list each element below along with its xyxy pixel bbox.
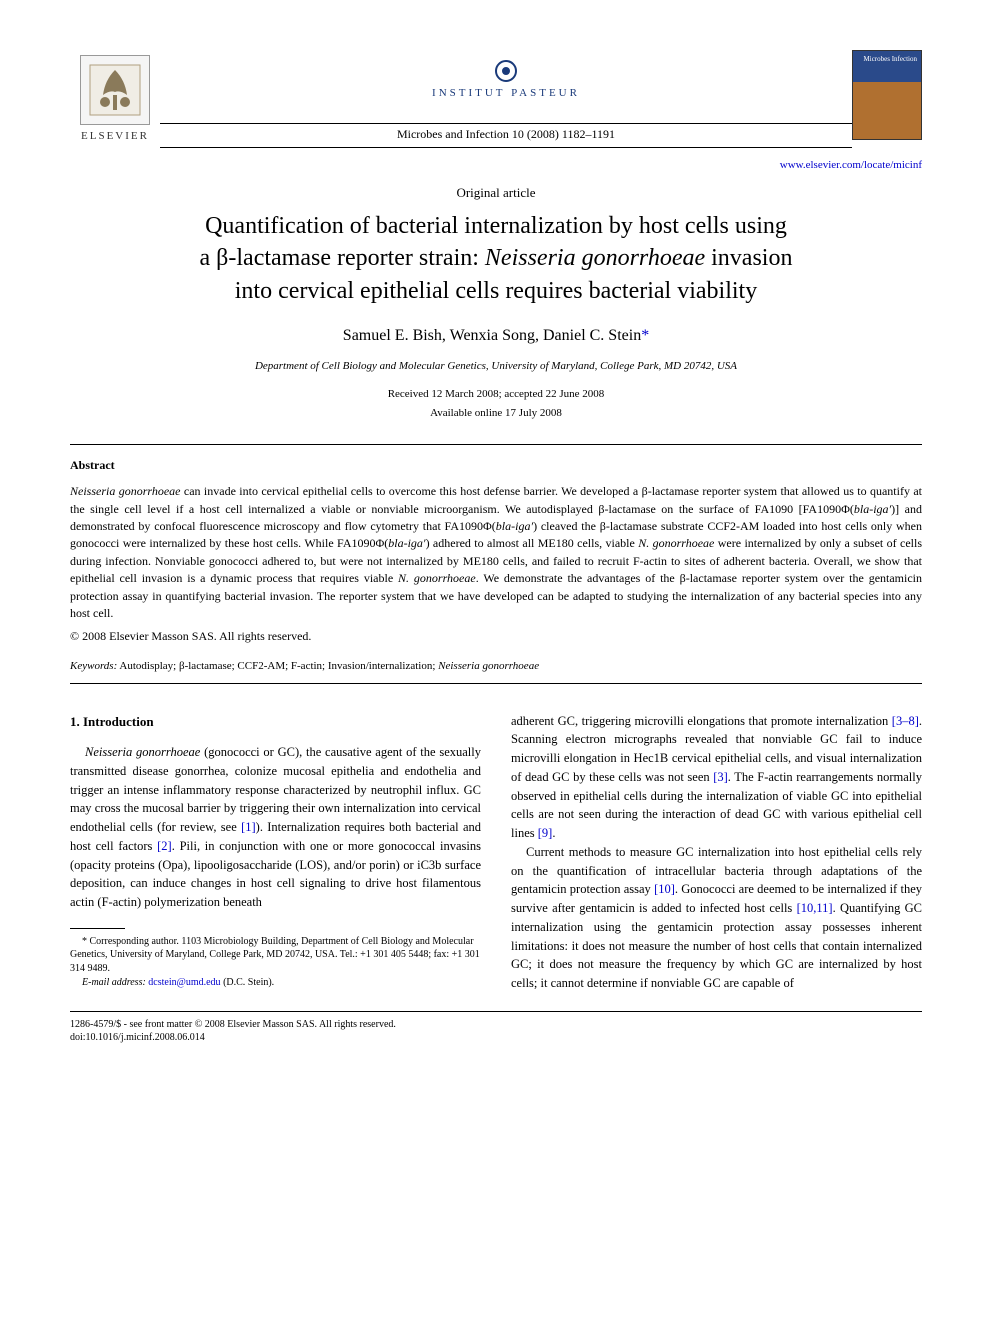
footer-rule [70,1011,922,1012]
pasteur-logo: INSTITUT PASTEUR [432,60,580,101]
journal-citation: Microbes and Infection 10 (2008) 1182–11… [160,126,852,143]
ref-link-10[interactable]: [10] [654,882,675,896]
ref-link-1[interactable]: [1] [241,820,256,834]
footer-line2: doi:10.1016/j.micinf.2008.06.014 [70,1031,922,1044]
ref-link-10-11[interactable]: [10,11] [797,901,833,915]
title-line1: Quantification of bacterial internalizat… [205,213,787,239]
email-suffix: (D.C. Stein). [221,977,275,988]
footnote-rule [70,928,125,929]
keywords-line: Keywords: Autodisplay; β-lactamase; CCF2… [70,659,922,674]
pasteur-label: INSTITUT PASTEUR [432,86,580,101]
footer-block: 1286-4579/$ - see front matter © 2008 El… [70,1018,922,1044]
intro-italic: Neisseria gonorrhoeae [85,745,200,759]
header-rule-bottom [160,147,852,148]
center-header: INSTITUT PASTEUR Microbes and Infection … [160,50,852,150]
journal-url-link[interactable]: www.elsevier.com/locate/micinf [70,158,922,173]
authors-names: Samuel E. Bish, Wenxia Song, Daniel C. S… [343,327,641,344]
keywords-italic: Neisseria gonorrhoeae [438,660,539,672]
elsevier-logo: ELSEVIER [70,50,160,150]
abstract-italic-2: bla-iga′ [854,502,891,516]
abstract-t1: can invade into cervical epithelial cell… [70,484,922,515]
abstract-italic-4: bla-iga′ [388,536,425,550]
corresponding-mark: * [641,327,649,344]
abstract-italic-1: Neisseria gonorrhoeae [70,484,181,498]
email-footnote: E-mail address: dcstein@umd.edu (D.C. St… [70,975,481,990]
pasteur-icon [495,60,517,82]
ref-link-3[interactable]: [3] [713,770,728,784]
date-received: Received 12 March 2008; accepted 22 June… [70,387,922,402]
col2-t1d: . [552,826,555,840]
abstract-italic-6: N. gonorrhoeae [398,571,476,585]
abstract-t4: ) adhered to almost all ME180 cells, via… [426,536,639,550]
keywords-text: Autodisplay; β-lactamase; CCF2-AM; F-act… [117,660,438,672]
col2-paragraph-2: Current methods to measure GC internaliz… [511,843,922,993]
title-line2-post: invasion [705,245,792,271]
abstract-bottom-rule [70,683,922,684]
email-label: E-mail address: [82,977,146,988]
keywords-label: Keywords: [70,660,117,672]
abstract-italic-3: bla-iga′ [496,519,533,533]
ref-link-9[interactable]: [9] [538,826,553,840]
column-left: 1. Introduction Neisseria gonorrhoeae (g… [70,712,481,993]
journal-cover-thumb: Microbes Infection [852,50,922,140]
title-line2-pre: a β-lactamase reporter strain: [200,245,485,271]
authors: Samuel E. Bish, Wenxia Song, Daniel C. S… [70,325,922,347]
article-type: Original article [70,184,922,202]
abstract-paragraph: Neisseria gonorrhoeae can invade into ce… [70,483,922,622]
header-row: ELSEVIER INSTITUT PASTEUR Microbes and I… [70,50,922,150]
article-title: Quantification of bacterial internalizat… [70,210,922,307]
header-rule-top [160,123,852,124]
intro-heading: 1. Introduction [70,712,481,732]
footer-line1: 1286-4579/$ - see front matter © 2008 El… [70,1018,922,1031]
abstract-heading: Abstract [70,457,922,474]
ref-link-2[interactable]: [2] [157,839,172,853]
abstract-italic-5: N. gonorrhoeae [638,536,714,550]
page-container: ELSEVIER INSTITUT PASTEUR Microbes and I… [0,0,992,1074]
ref-link-3-8[interactable]: [3–8] [892,714,919,728]
col2-t1a: adherent GC, triggering microvilli elong… [511,714,892,728]
abstract-copyright: © 2008 Elsevier Masson SAS. All rights r… [70,628,922,645]
email-link[interactable]: dcstein@umd.edu [148,977,220,988]
title-line3: into cervical epithelial cells requires … [235,278,757,304]
body-columns: 1. Introduction Neisseria gonorrhoeae (g… [70,712,922,993]
column-right: adherent GC, triggering microvilli elong… [511,712,922,993]
elsevier-tree-icon [80,55,150,125]
affiliation: Department of Cell Biology and Molecular… [70,359,922,374]
date-available: Available online 17 July 2008 [70,406,922,421]
title-line2-italic: Neisseria gonorrhoeae [485,245,705,271]
abstract-top-rule [70,444,922,445]
journal-cover-block: Microbes Infection [852,50,922,140]
corresponding-footnote: * Corresponding author. 1103 Microbiolog… [70,935,481,976]
elsevier-label: ELSEVIER [81,129,149,144]
intro-paragraph-1: Neisseria gonorrhoeae (gonococci or GC),… [70,743,481,912]
journal-cover-title: Microbes Infection [857,55,917,65]
col2-paragraph-1: adherent GC, triggering microvilli elong… [511,712,922,843]
